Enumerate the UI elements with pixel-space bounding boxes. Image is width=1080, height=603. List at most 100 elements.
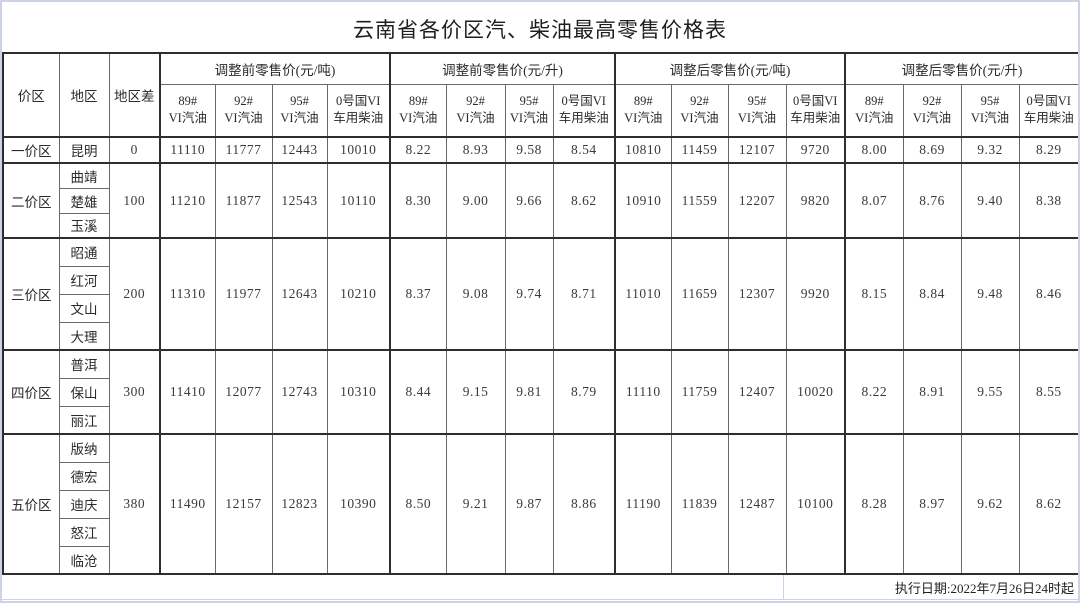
corner-header: 地区差 xyxy=(108,52,161,138)
price-cell: 8.15 xyxy=(844,237,904,351)
price-cell: 11010 xyxy=(614,237,672,351)
product-header: 92# VI汽油 xyxy=(214,83,273,138)
price-cell: 9.58 xyxy=(504,136,554,164)
price-cell: 12157 xyxy=(214,433,273,575)
price-cell: 9.81 xyxy=(504,349,554,435)
price-cell: 9820 xyxy=(785,162,846,239)
price-cell: 10390 xyxy=(326,433,391,575)
price-cell: 10310 xyxy=(326,349,391,435)
price-cell: 12207 xyxy=(727,162,787,239)
region-cell: 昭通 xyxy=(58,237,110,267)
zone-cell: 一价区 xyxy=(2,136,60,164)
price-cell: 11877 xyxy=(214,162,273,239)
price-cell: 8.50 xyxy=(389,433,447,575)
region-cell: 红河 xyxy=(58,265,110,295)
product-header: 92# VI汽油 xyxy=(902,83,962,138)
product-header: 0号国VI 车用柴油 xyxy=(326,83,391,138)
region-cell: 版纳 xyxy=(58,433,110,463)
price-cell: 8.86 xyxy=(552,433,616,575)
price-cell: 8.79 xyxy=(552,349,616,435)
zone-cell: 三价区 xyxy=(2,237,60,351)
price-cell: 12407 xyxy=(727,349,787,435)
price-cell: 9.55 xyxy=(960,349,1020,435)
diff-cell: 100 xyxy=(108,162,161,239)
product-header: 0号国VI 车用柴油 xyxy=(552,83,616,138)
product-header: 92# VI汽油 xyxy=(445,83,506,138)
price-cell: 11659 xyxy=(670,237,729,351)
price-table: 价区 地区 地区差 调整前零售价(元/吨) 调整前零售价(元/升) 调整后零售价(元/吨)… xyxy=(2,52,1078,575)
product-header: 89# VI汽油 xyxy=(389,83,447,138)
price-cell: 10110 xyxy=(326,162,391,239)
price-cell: 12823 xyxy=(271,433,328,575)
price-cell: 9720 xyxy=(785,136,846,164)
price-cell: 9.15 xyxy=(445,349,506,435)
region-cell: 德宏 xyxy=(58,461,110,491)
price-cell: 11490 xyxy=(159,433,216,575)
diff-cell: 380 xyxy=(108,433,161,575)
product-header: 89# VI汽油 xyxy=(844,83,904,138)
price-cell: 10020 xyxy=(785,349,846,435)
product-header: 89# VI汽油 xyxy=(159,83,216,138)
price-cell: 8.29 xyxy=(1018,136,1078,164)
price-cell: 11310 xyxy=(159,237,216,351)
region-cell: 文山 xyxy=(58,293,110,323)
price-cell: 8.22 xyxy=(844,349,904,435)
region-cell: 昆明 xyxy=(58,136,110,164)
execution-date: 执行日期:2022年7月26日24时起 xyxy=(894,580,1074,596)
group-header: 调整后零售价(元/升) xyxy=(844,52,1078,85)
zone-cell: 五价区 xyxy=(2,433,60,575)
region-cell: 临沧 xyxy=(58,545,110,575)
price-cell: 8.28 xyxy=(844,433,904,575)
price-cell: 8.22 xyxy=(389,136,447,164)
corner-header: 地区 xyxy=(58,52,110,138)
price-cell: 9.62 xyxy=(960,433,1020,575)
price-cell: 12487 xyxy=(727,433,787,575)
price-cell: 9.48 xyxy=(960,237,1020,351)
price-cell: 10010 xyxy=(326,136,391,164)
price-cell: 8.62 xyxy=(1018,433,1078,575)
price-cell: 12643 xyxy=(271,237,328,351)
price-cell: 8.91 xyxy=(902,349,962,435)
price-cell: 9.74 xyxy=(504,237,554,351)
price-cell: 9.32 xyxy=(960,136,1020,164)
price-cell: 12743 xyxy=(271,349,328,435)
price-cell: 9.87 xyxy=(504,433,554,575)
price-cell: 8.97 xyxy=(902,433,962,575)
price-cell: 12107 xyxy=(727,136,787,164)
price-cell: 8.07 xyxy=(844,162,904,239)
price-cell: 8.38 xyxy=(1018,162,1078,239)
price-cell: 11410 xyxy=(159,349,216,435)
product-header: 95# VI汽油 xyxy=(504,83,554,138)
region-cell: 楚雄 xyxy=(58,187,110,214)
diff-cell: 200 xyxy=(108,237,161,351)
price-cell: 9920 xyxy=(785,237,846,351)
price-cell: 8.93 xyxy=(445,136,506,164)
price-cell: 11110 xyxy=(614,349,672,435)
group-header: 调整前零售价(元/吨) xyxy=(159,52,391,85)
product-header: 0号国VI 车用柴油 xyxy=(785,83,846,138)
price-cell: 12443 xyxy=(271,136,328,164)
price-cell: 8.46 xyxy=(1018,237,1078,351)
price-cell: 8.69 xyxy=(902,136,962,164)
price-cell: 11559 xyxy=(670,162,729,239)
price-cell: 8.54 xyxy=(552,136,616,164)
price-cell: 8.44 xyxy=(389,349,447,435)
price-cell: 8.62 xyxy=(552,162,616,239)
price-cell: 12543 xyxy=(271,162,328,239)
group-header: 调整前零售价(元/升) xyxy=(389,52,616,85)
region-cell: 保山 xyxy=(58,377,110,407)
region-cell: 怒江 xyxy=(58,517,110,547)
group-header: 调整后零售价(元/吨) xyxy=(614,52,846,85)
price-cell: 8.76 xyxy=(902,162,962,239)
price-cell: 8.30 xyxy=(389,162,447,239)
price-cell: 9.66 xyxy=(504,162,554,239)
price-cell: 9.21 xyxy=(445,433,506,575)
price-cell: 12077 xyxy=(214,349,273,435)
price-cell: 11977 xyxy=(214,237,273,351)
corner-header: 价区 xyxy=(2,52,60,138)
price-cell: 11110 xyxy=(159,136,216,164)
price-cell: 9.40 xyxy=(960,162,1020,239)
price-cell: 8.00 xyxy=(844,136,904,164)
region-cell: 普洱 xyxy=(58,349,110,379)
